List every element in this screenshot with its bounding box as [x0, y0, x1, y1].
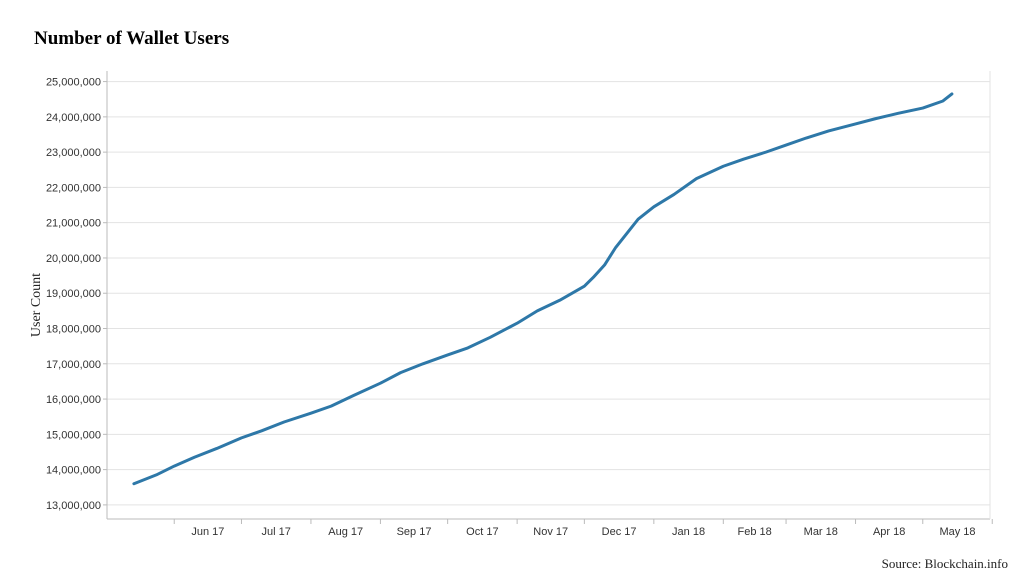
x-tick-label: Oct 17: [466, 526, 498, 538]
y-tick-label: 14,000,000: [46, 465, 101, 477]
x-tick-label: Jul 17: [262, 526, 291, 538]
y-tick-label: 13,000,000: [46, 500, 101, 512]
y-tick-label: 18,000,000: [46, 324, 101, 336]
y-tick-label: 22,000,000: [46, 182, 101, 194]
x-tick-label: May 18: [939, 526, 975, 538]
y-tick-label: 19,000,000: [46, 288, 101, 300]
y-tick-label: 23,000,000: [46, 147, 101, 159]
x-tick-label: Jun 17: [191, 526, 224, 538]
x-tick-label: Jan 18: [672, 526, 705, 538]
x-tick-label: Apr 18: [873, 526, 905, 538]
y-tick-label: 24,000,000: [46, 112, 101, 124]
series-line: [132, 92, 954, 486]
x-tick-label: Mar 18: [804, 526, 838, 538]
x-tick-label: Dec 17: [602, 526, 637, 538]
x-tick-label: Nov 17: [533, 526, 568, 538]
chart-title: Number of Wallet Users: [34, 28, 230, 49]
y-tick-label: 21,000,000: [46, 218, 101, 230]
y-tick-label: 25,000,000: [46, 77, 101, 89]
x-tick-label: Aug 17: [328, 526, 363, 538]
x-tick-label: Sep 17: [397, 526, 432, 538]
source-note: Source: Blockchain.info: [881, 556, 1008, 571]
y-tick-label: 20,000,000: [46, 253, 101, 265]
y-tick-label: 17,000,000: [46, 359, 101, 371]
x-tick-label: Feb 18: [738, 526, 772, 538]
y-tick-label: 16,000,000: [46, 394, 101, 406]
y-tick-label: 15,000,000: [46, 429, 101, 441]
